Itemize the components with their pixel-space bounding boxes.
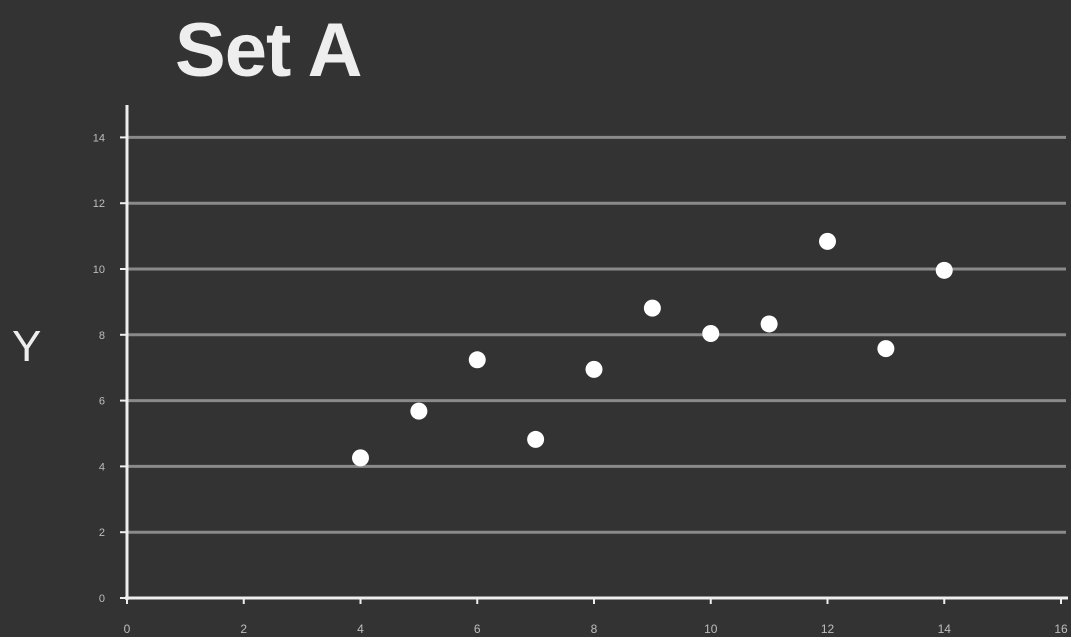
y-tick-label: 8	[99, 330, 105, 342]
y-tick-label: 6	[99, 396, 105, 408]
x-tick-label: 14	[938, 622, 952, 636]
data-point	[877, 340, 895, 358]
data-point	[702, 324, 720, 342]
x-tick-label: 10	[704, 622, 718, 636]
x-tick-label: 12	[821, 622, 835, 636]
data-point	[468, 351, 486, 369]
y-tick-label: 2	[99, 527, 105, 539]
data-point	[410, 402, 428, 420]
x-tick-label: 6	[474, 622, 481, 636]
chart-title: Set A	[175, 8, 362, 93]
x-tick-label: 2	[240, 622, 247, 636]
data-point	[760, 315, 778, 333]
y-tick-label: 0	[99, 593, 105, 605]
y-tick-label: 10	[93, 264, 105, 276]
data-point	[585, 360, 603, 378]
y-tick-label: 4	[99, 461, 105, 473]
y-axis-label: Y	[12, 322, 42, 371]
x-tick-label: 8	[591, 622, 598, 636]
data-point	[643, 299, 661, 317]
x-tick-label: 0	[124, 622, 131, 636]
y-tick-label: 14	[93, 132, 105, 144]
data-point	[935, 261, 953, 279]
data-point	[819, 232, 836, 250]
data-point	[527, 430, 545, 448]
y-tick-label: 12	[93, 198, 105, 210]
data-point	[352, 449, 369, 467]
x-tick-label: 4	[357, 622, 364, 636]
x-tick-label: 16	[1054, 622, 1068, 636]
